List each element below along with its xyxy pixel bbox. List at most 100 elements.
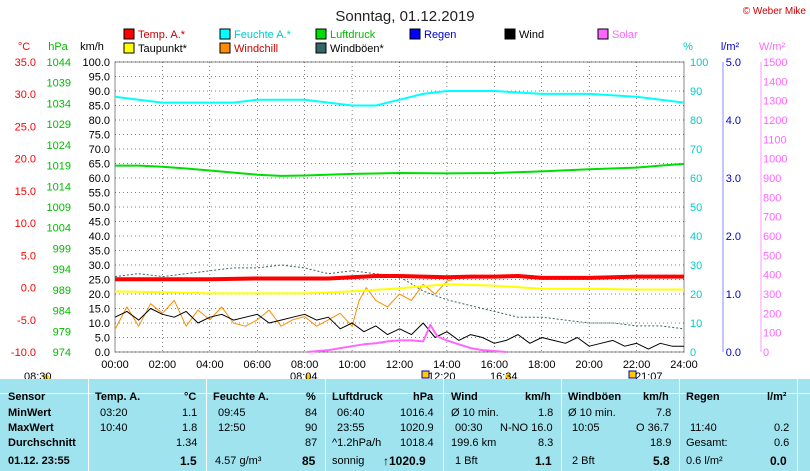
x-tick-label: 20:00	[575, 359, 603, 371]
x-tick-label: 08:00	[291, 359, 319, 371]
copyright-text: © Weber Mike	[743, 6, 807, 17]
x-tick-label: 14:00	[433, 359, 461, 371]
wind-tick-label: 20.0	[89, 289, 110, 301]
rain-tick-label: 1.0	[726, 289, 741, 301]
humidity-tick-label: 100	[690, 57, 708, 69]
pressure-tick-label: 979	[53, 326, 71, 338]
wind-r3a: 199.6 km	[451, 437, 497, 449]
pressure-tick-label: 984	[53, 306, 71, 318]
series-line-luftdruck	[115, 162, 685, 177]
rain-tick-label: 4.0	[726, 115, 741, 127]
temp-min-time: 03:20	[100, 407, 128, 419]
humidity-tick-label: 50	[690, 202, 702, 214]
temp-max: 1.8	[182, 422, 198, 434]
wind-tick-label: 5.0	[95, 333, 110, 345]
wind-tick-label: 15.0	[89, 304, 110, 316]
gust-r2b: O 36.7	[636, 422, 670, 434]
legend-label: Solar	[612, 29, 638, 41]
rain-r4a: 0.6 l/m²	[686, 455, 723, 467]
series-line-feuchtea	[114, 90, 685, 107]
legend-label: Temp. A.*	[138, 29, 186, 41]
x-tick-label: 06:00	[243, 359, 271, 371]
hum-avg: 87	[305, 437, 318, 449]
series-line-windchill	[114, 279, 452, 330]
pressure-tick-label: 1004	[47, 223, 71, 235]
temp-tick-label: 15.0	[15, 186, 36, 198]
gust-r2a: 10:05	[572, 422, 600, 434]
solar-tick-label: 200	[763, 308, 781, 320]
wind-r1a: Ø 10 min.	[451, 407, 499, 419]
solar-tick-label: 1100	[763, 134, 787, 146]
pressure-tick-label: 1024	[47, 140, 71, 152]
wind-tick-label: 45.0	[89, 217, 110, 229]
wind-tick-label: 30.0	[89, 260, 110, 272]
x-tick-label: 16:00	[481, 359, 509, 371]
rain-r3b: 0.6	[774, 437, 790, 449]
rain-unit: l/m²	[767, 391, 787, 403]
gust-r4b: 5.8	[653, 454, 670, 468]
temp-unit-label: °C	[18, 41, 30, 53]
legend-swatch	[597, 28, 609, 40]
gust-header: Windböen	[568, 391, 622, 403]
series-line-taupunkt	[114, 283, 684, 295]
solar-tick-label: 400	[763, 270, 781, 282]
pressure-tick-label: 1029	[47, 119, 71, 131]
temp-tick-label: 35.0	[15, 57, 36, 69]
press-min-time: 06:40	[337, 407, 365, 419]
weather-chart: Sonntag, 01.12.2019 © Weber Mike Temp. A.…	[11, 6, 807, 379]
event-label: 21:07	[635, 371, 663, 379]
series-line-wind	[114, 308, 684, 350]
legend-label: Luftdruck	[330, 29, 376, 41]
rain-unit-label: l/m²	[721, 41, 740, 53]
solar-tick-label: 300	[763, 289, 781, 301]
x-tick-label: 04:00	[196, 359, 224, 371]
wind-tick-label: 95.0	[89, 72, 110, 84]
hum-absolute: 4.57 g/m³	[215, 455, 262, 467]
press-unit: hPa	[413, 391, 434, 403]
gust-unit: km/h	[643, 391, 669, 403]
row-label-avg: Durchschnitt	[8, 437, 76, 449]
pressure-tick-label: 974	[53, 347, 71, 359]
legend-swatch	[219, 28, 231, 40]
legend-swatch	[409, 28, 421, 40]
temp-max-time: 10:40	[100, 422, 128, 434]
humidity-tick-label: 70	[690, 144, 702, 156]
legend-swatch	[315, 42, 327, 54]
gust-r1a: Ø 10 min.	[568, 407, 616, 419]
summary-table: Sensor MinWert MaxWert Durchschnitt 01.1…	[0, 379, 810, 471]
press-min: 1016.4	[400, 407, 434, 419]
wind-tick-label: 55.0	[89, 188, 110, 200]
event-icon	[421, 370, 430, 379]
solar-tick-label: 700	[763, 212, 781, 224]
sun-icon	[43, 374, 49, 379]
pressure-tick-label: 989	[53, 285, 71, 297]
humidity-tick-label: 30	[690, 260, 702, 272]
wind-r2b: N-NO 16.0	[500, 422, 553, 434]
temp-tick-label: -10.0	[11, 347, 36, 359]
wind-tick-label: 80.0	[89, 115, 110, 127]
pressure-tick-label: 1034	[47, 98, 71, 110]
legend-label: Feuchte A.*	[234, 29, 292, 41]
hum-header: Feuchte A.	[213, 391, 269, 403]
solar-tick-label: 800	[763, 192, 781, 204]
rain-tick-label: 2.0	[726, 231, 741, 243]
solar-tick-label: 1000	[763, 154, 787, 166]
humidity-tick-label: 0	[690, 347, 696, 359]
temp-avg: 1.34	[176, 437, 198, 449]
wind-tick-label: 35.0	[89, 246, 110, 258]
temp-min: 1.1	[182, 407, 198, 419]
series-line-tempa	[115, 274, 684, 282]
wind-header: Wind	[451, 391, 478, 403]
gust-r3b: 18.9	[650, 437, 672, 449]
wind-tick-label: 60.0	[89, 173, 110, 185]
pressure-tick-label: 1009	[47, 202, 71, 214]
rain-header: Regen	[686, 391, 720, 403]
x-tick-label: 24:00	[670, 359, 698, 371]
event-label: 16:34	[490, 371, 518, 379]
wind-unit: km/h	[525, 391, 551, 403]
humidity-tick-label: 90	[690, 86, 702, 98]
pressure-tick-label: 1039	[47, 78, 71, 90]
pressure-unit-label: hPa	[48, 41, 68, 53]
rain-tick-label: 5.0	[726, 57, 741, 69]
temp-tick-label: 5.0	[21, 250, 36, 262]
